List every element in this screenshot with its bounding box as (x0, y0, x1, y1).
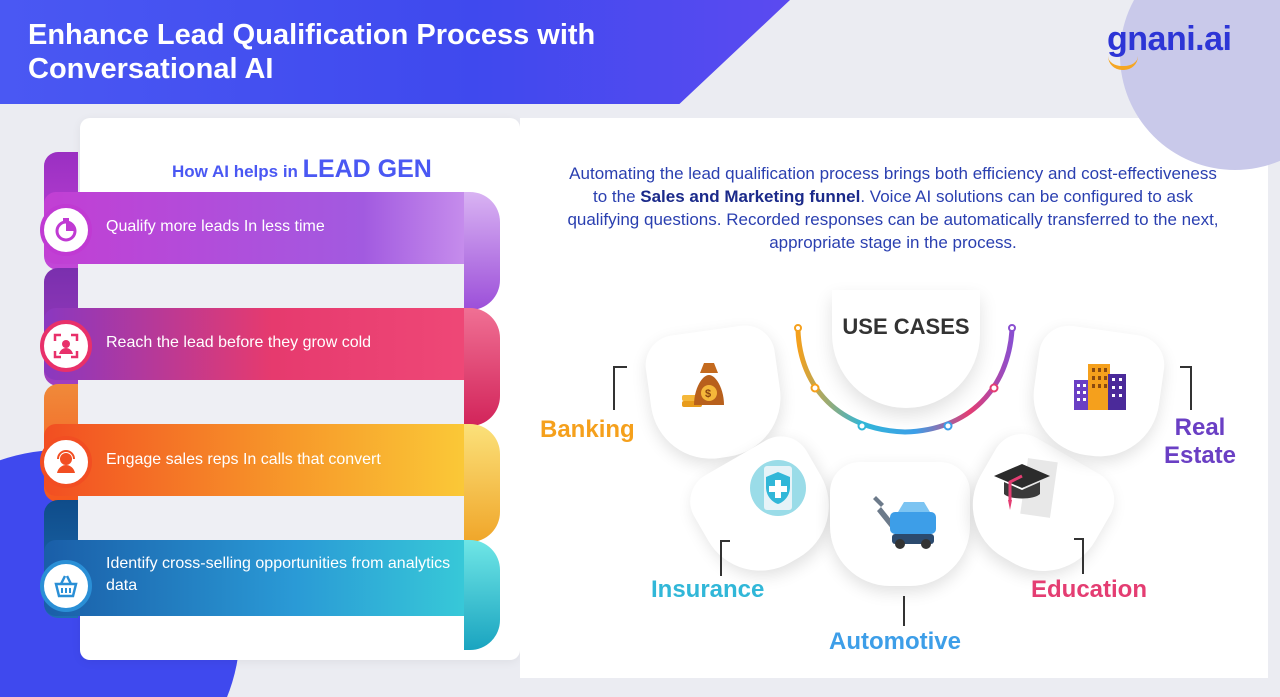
svg-text:$: $ (705, 388, 711, 400)
lead-gen-emphasis: LEAD GEN (302, 155, 432, 183)
ribbon-fold-right (464, 308, 500, 426)
money-bag-icon: $ (682, 363, 724, 407)
ribbon-fold-right (464, 192, 500, 310)
real-estate-connector-cap (1180, 366, 1192, 368)
label-real-estate: Real Estate (1163, 414, 1237, 469)
ribbon-text-1: Qualify more leads In less time (106, 218, 325, 235)
label-insurance: Insurance (651, 576, 765, 603)
ribbon-text-4: Identify cross-selling opportunities fro… (106, 555, 451, 594)
ribbon-1 (44, 192, 500, 264)
description-paragraph: Automating the lead qualification proces… (563, 162, 1223, 254)
label-automotive: Automotive (829, 628, 961, 655)
use-cases-title: USE CASES (842, 314, 970, 339)
description-bold: Sales and Marketing funnel (640, 187, 861, 206)
lead-gen-heading: How AI helps in LEAD GEN (172, 155, 472, 184)
shopping-basket-icon (40, 560, 92, 612)
insurance-connector-cap (720, 540, 730, 542)
ribbon-text-3: Engage sales reps In calls that convert (106, 451, 381, 468)
banking-connector-cap (613, 366, 627, 368)
ribbon-gap-strip (78, 264, 464, 310)
description-before: Automating the lead qualification proces… (569, 164, 1217, 206)
agent-headset-icon (40, 436, 92, 488)
brand-logo: gnani.ai (1107, 20, 1232, 58)
description-after: . Voice AI solutions can be configured t… (567, 187, 1219, 252)
insurance-connector (720, 540, 722, 576)
label-banking: Banking (540, 416, 635, 443)
real-estate-connector (1190, 366, 1192, 410)
page-title: Enhance Lead Qualification Process with … (28, 19, 596, 85)
label-education: Education (1031, 576, 1148, 603)
ribbon-4 (44, 540, 500, 616)
buildings-icon (1074, 364, 1126, 410)
stopwatch-icon (40, 204, 92, 256)
ribbon-text-2: Reach the lead before they grow cold (106, 334, 372, 351)
education-connector-cap (1074, 538, 1084, 540)
ribbon-fold-right (464, 540, 500, 650)
ribbon-3 (44, 424, 500, 496)
face-scan-icon (40, 320, 92, 372)
lead-gen-prefix: How AI helps in (172, 162, 298, 181)
banking-connector (613, 366, 615, 410)
ribbon-gap-strip (78, 496, 464, 542)
education-connector (1082, 538, 1084, 574)
use-cases-hub (832, 290, 980, 408)
graduation-cap-icon (994, 458, 1058, 518)
automotive-connector (903, 596, 905, 626)
ribbon-2 (44, 308, 500, 380)
logo-smile-icon (1108, 56, 1138, 70)
ribbon-fold-right (464, 424, 500, 542)
header-band (0, 0, 790, 104)
use-cases-arc (794, 324, 1016, 435)
ribbon-gap-strip (78, 380, 464, 426)
car-repair-icon (873, 496, 936, 549)
insurance-shield-icon (750, 460, 806, 516)
